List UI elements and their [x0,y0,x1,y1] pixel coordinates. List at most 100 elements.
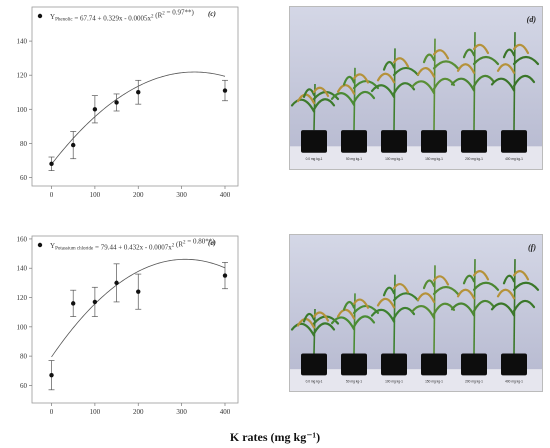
y-tick-label: 120 [17,72,28,80]
plant-leaf [490,77,516,92]
plant [410,265,460,354]
plant [490,259,540,354]
plot-frame [31,6,239,187]
plant-leaf [512,43,530,55]
photo-backdrop [290,235,542,391]
plant-leaf [302,88,316,98]
x-tick-label: 200 [133,191,144,199]
plant-pot [301,130,327,153]
photo-maize-plants-f: 0.0 mg kg-1 50 mg kg-1 100 mg kg-1 150 mg k… [289,234,543,392]
plant [330,293,380,354]
x-tick-label: 300 [176,408,187,416]
plant-leaf [376,297,396,309]
plant-leaf [472,281,500,291]
photo-label-d: (d) [526,15,536,24]
plant-leaf [490,302,516,317]
plant-leaf [432,275,450,286]
plant-pot [341,130,367,153]
plant [290,308,340,354]
plant-leaf [376,72,396,84]
legend-marker [37,13,43,19]
plant-leaf [496,288,516,300]
plant-leaf [312,86,330,98]
legend-marker [37,242,43,248]
data-point [92,107,98,112]
photo-maize-plants-d: 0.0 mg kg-1 50 mg kg-1 100 mg kg-1 150 mg k… [289,6,543,170]
plant-leaf [392,66,420,77]
y-tick-label: 100 [17,323,28,331]
plant-leaf [512,281,540,291]
pot-label: 100 mg kg-1 [385,157,403,161]
plant-leaf [432,49,450,60]
plant-leaf [456,288,476,300]
x-tick-label: 400 [220,191,231,199]
x-tick-label: 0 [50,408,54,416]
plant-leaf [370,84,396,99]
plant-leaf [330,316,356,331]
equation-part: (R [154,12,163,20]
x-tick-label: 100 [90,408,101,416]
equation-part: 2 [151,15,154,20]
equation-part: Y [50,242,55,250]
data-point [92,299,98,305]
data-point [71,142,76,148]
plant-leaf [302,312,316,323]
equation-part: = 67.74 + 0.329x - 0.0005x [73,15,152,23]
pot-label: 200 mg kg-1 [465,157,483,161]
fitted-curve [51,258,226,358]
equation-part: (R [174,241,183,249]
photo-backdrop [290,7,542,169]
data-point [222,273,228,278]
plant-leaf [410,305,436,319]
equation-part: 2 [162,12,165,17]
plant-leaf [450,77,476,92]
plant-leaf [312,322,336,335]
equation-part: = 0.97**) [165,9,195,17]
plant-leaf [472,74,496,88]
y-tick-label: 80 [20,140,28,148]
plant-leaf [432,60,460,70]
plant-leaf [330,92,356,106]
panel-label: (e) [208,239,216,247]
plant-pot [461,130,487,153]
chart-phenolic: 60 80 100 120 140 0 100 200 300 400 YPhenolic = 67… [17,6,239,199]
plant-pot [301,353,327,376]
plant-leaf [336,308,356,320]
plant-leaf [502,48,516,59]
plant-leaf [416,292,436,304]
data-point [49,161,54,167]
plant-leaf [382,286,396,297]
plant-leaf [472,55,500,66]
pot-label: 100 mg kg-1 [385,379,403,383]
y-tick-label: 60 [20,174,28,182]
x-axis-title: K rates (mg kg⁻¹) [229,430,321,444]
plant-leaf [512,299,536,313]
y-tick-label: 160 [17,235,28,243]
y-tick-label: 100 [17,106,28,114]
plant-leaf [422,53,436,64]
x-tick-label: 200 [133,408,144,416]
plant [450,259,500,354]
data-point [114,100,119,105]
plant-leaf [336,84,356,95]
plant-leaf [462,48,476,59]
plant-leaf [352,73,370,84]
plant-pot [421,130,447,153]
regression-equation: YPotassium chloride = 79.44 + 0.432x - 0… [50,238,215,252]
plant-leaf [432,285,460,296]
plant-leaf [312,98,336,111]
pot-label: 150 mg kg-1 [425,157,443,161]
plant [450,32,500,131]
equation-part: 2 [183,241,186,246]
plant-leaf [472,270,490,281]
plant-leaf [416,67,436,78]
data-point [49,372,54,378]
data-point [114,280,119,286]
pot-label: 200 mg kg-1 [465,379,483,383]
plant-pot [461,353,487,376]
data-point [71,301,76,306]
data-point [222,88,228,93]
pot-label: 50 mg kg-1 [346,379,362,383]
plant-leaf [462,274,476,285]
y-tick-label: 60 [20,382,28,390]
